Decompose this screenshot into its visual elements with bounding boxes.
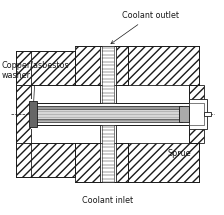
Text: Copper/asbestos
washer: Copper/asbestos washer [1, 61, 69, 111]
Polygon shape [16, 143, 75, 177]
Polygon shape [100, 46, 116, 103]
Polygon shape [179, 106, 189, 122]
Polygon shape [31, 99, 189, 129]
Polygon shape [16, 85, 31, 143]
Polygon shape [31, 109, 179, 119]
Polygon shape [128, 46, 199, 85]
Polygon shape [29, 101, 37, 127]
Polygon shape [100, 125, 116, 182]
Polygon shape [189, 103, 204, 125]
Text: Coolant outlet: Coolant outlet [111, 11, 179, 44]
Text: Coolant inlet: Coolant inlet [82, 196, 134, 205]
Polygon shape [189, 99, 207, 129]
Polygon shape [16, 51, 75, 85]
Polygon shape [128, 143, 199, 182]
Polygon shape [204, 112, 211, 116]
Polygon shape [102, 125, 114, 182]
Polygon shape [31, 106, 182, 122]
Polygon shape [31, 103, 189, 125]
Polygon shape [75, 143, 128, 182]
Polygon shape [102, 46, 114, 103]
Polygon shape [189, 85, 204, 143]
Text: Sprue: Sprue [167, 149, 191, 158]
Polygon shape [75, 46, 128, 85]
